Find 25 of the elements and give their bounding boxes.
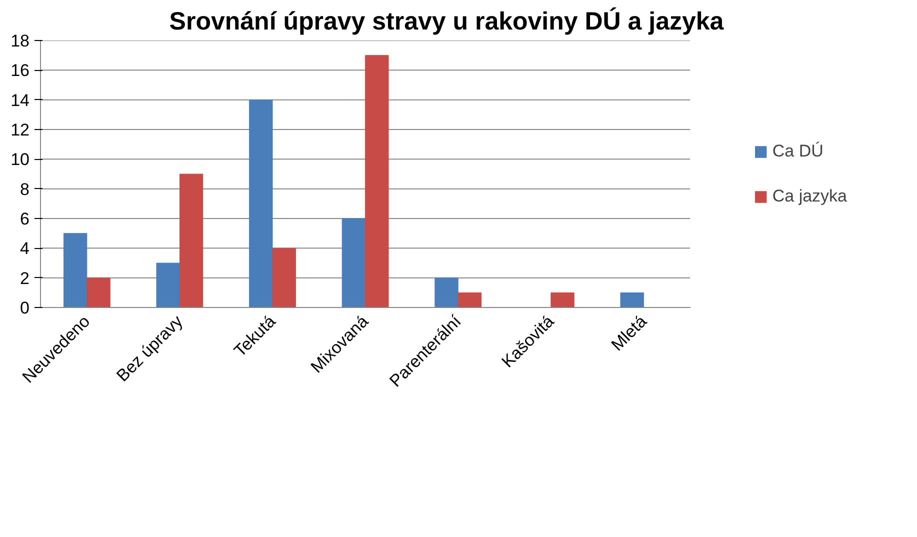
legend-label: Ca DÚ <box>772 141 824 161</box>
bar <box>550 292 574 308</box>
bar <box>63 233 88 308</box>
bar <box>458 292 482 308</box>
bar <box>272 248 296 308</box>
y-tick-label: 10 <box>10 150 30 170</box>
y-tick-label: 14 <box>10 90 30 110</box>
y-tick-label: 6 <box>20 210 30 228</box>
y-tick-label: 8 <box>20 180 30 199</box>
y-tick-label: 2 <box>20 268 30 288</box>
bar <box>620 292 644 308</box>
bar <box>434 278 458 308</box>
chart-title: Srovnání úpravy stravy u rakoviny DÚ a jazyka <box>169 6 725 36</box>
y-tick-label: 12 <box>10 120 30 140</box>
bar <box>179 174 204 308</box>
bar <box>342 218 366 308</box>
y-tick-label: 0 <box>20 298 30 318</box>
bar <box>156 262 180 308</box>
y-tick-label: 16 <box>10 61 30 80</box>
y-tick-label: 18 <box>10 32 30 50</box>
bar <box>365 55 389 308</box>
bar <box>249 100 273 308</box>
bar <box>86 278 110 308</box>
legend-label: Ca jazyka <box>772 186 847 206</box>
y-tick-label: 4 <box>20 239 30 258</box>
